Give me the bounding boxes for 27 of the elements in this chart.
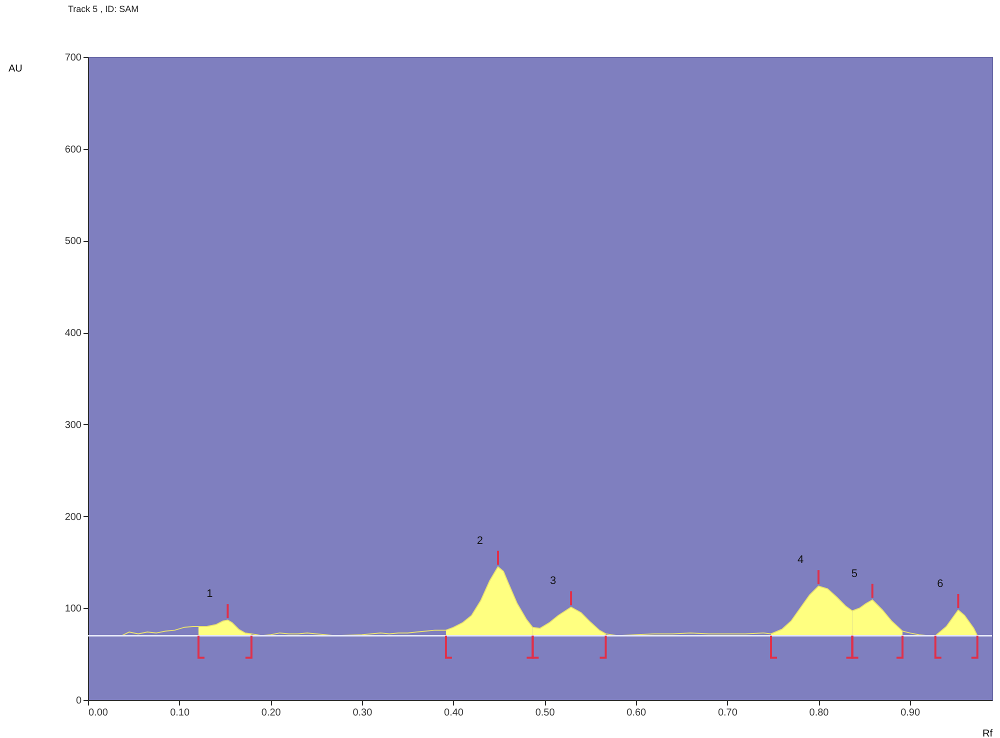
annotation: 5 [851, 568, 858, 580]
chart-title: Track 5 , ID: SAM [68, 4, 139, 14]
y-tick-label: 500 [64, 236, 82, 248]
y-tick-label: 100 [64, 604, 82, 615]
y-tick-label: 200 [64, 512, 82, 523]
annotation: 3 [550, 575, 556, 588]
x-tick-label: 0.70 [718, 708, 738, 718]
annotation: 4 [797, 554, 804, 566]
y-tick-label: 400 [64, 328, 82, 340]
y-tick-label: 300 [64, 420, 82, 431]
x-tick-label: 0.10 [170, 708, 190, 718]
y-tick-label: 700 [64, 52, 82, 64]
annotation: 6 [937, 578, 944, 590]
y-tick-label: 0 [76, 696, 82, 706]
x-tick-label: 0.90 [900, 708, 920, 718]
x-axis-title: Rf [982, 728, 993, 738]
x-tick-label: 0.60 [626, 708, 647, 718]
y-axis-title: AU [8, 64, 22, 74]
x-tick-label: 0.40 [444, 708, 464, 718]
annotation: 1 [206, 588, 213, 600]
x-tick-label: 0.50 [535, 708, 556, 718]
x-tick-label: 0.20 [261, 708, 282, 718]
x-tick-label: 0.30 [352, 708, 373, 718]
x-tick-label: 0.80 [809, 708, 830, 718]
x-tick-label: 0.00 [88, 708, 108, 718]
y-tick-label: 600 [64, 144, 82, 156]
annotation: 2 [476, 534, 484, 547]
